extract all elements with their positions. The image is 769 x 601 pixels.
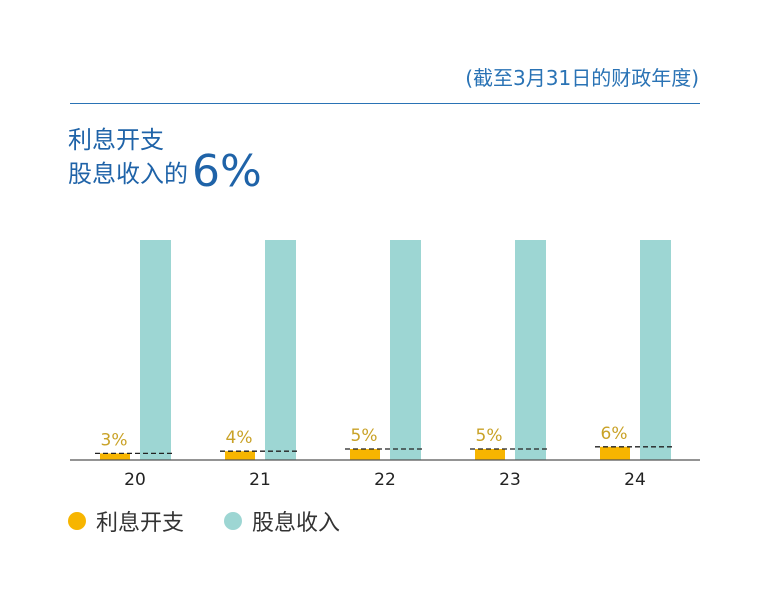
data-label: 3% — [101, 430, 128, 450]
data-label: 6% — [601, 424, 628, 444]
chart-title-text: 股息收入的 — [68, 160, 188, 188]
legend-swatch-dividend — [224, 512, 243, 530]
chart-title-line1: 利息开支 — [68, 126, 164, 154]
interest-bar — [475, 449, 505, 460]
chart-title-highlight: 6% — [192, 146, 262, 197]
x-tick-label: 21 — [249, 470, 271, 490]
header-divider — [70, 103, 700, 104]
interest-bar — [600, 446, 630, 460]
legend-label-interest: 利息开支 — [96, 511, 185, 536]
dividend-bar — [390, 240, 421, 460]
interest-bar — [100, 453, 130, 460]
x-tick-label: 20 — [124, 470, 146, 490]
chart-title-line2: 股息收入的6% — [68, 146, 262, 197]
x-tick-label: 22 — [374, 470, 396, 490]
x-tick-label: 23 — [499, 470, 521, 490]
interest-bar — [225, 451, 255, 460]
dividend-bar — [265, 240, 296, 460]
chart-legend: 利息开支 股息收入 — [68, 505, 380, 537]
legend-label-dividend: 股息收入 — [252, 511, 341, 536]
data-label: 4% — [226, 428, 253, 448]
x-tick-label: 24 — [624, 470, 646, 490]
data-label: 5% — [351, 426, 378, 446]
fiscal-year-note: (截至3月31日的财政年度) — [465, 66, 699, 90]
dividend-bar — [140, 240, 171, 460]
dividend-bar — [515, 240, 546, 460]
legend-item-interest: 利息开支 — [68, 505, 184, 537]
interest-bar — [350, 449, 380, 460]
legend-item-dividend: 股息收入 — [224, 505, 340, 537]
legend-swatch-interest — [68, 512, 86, 530]
data-label: 5% — [476, 426, 503, 446]
dividend-bar — [640, 240, 671, 460]
